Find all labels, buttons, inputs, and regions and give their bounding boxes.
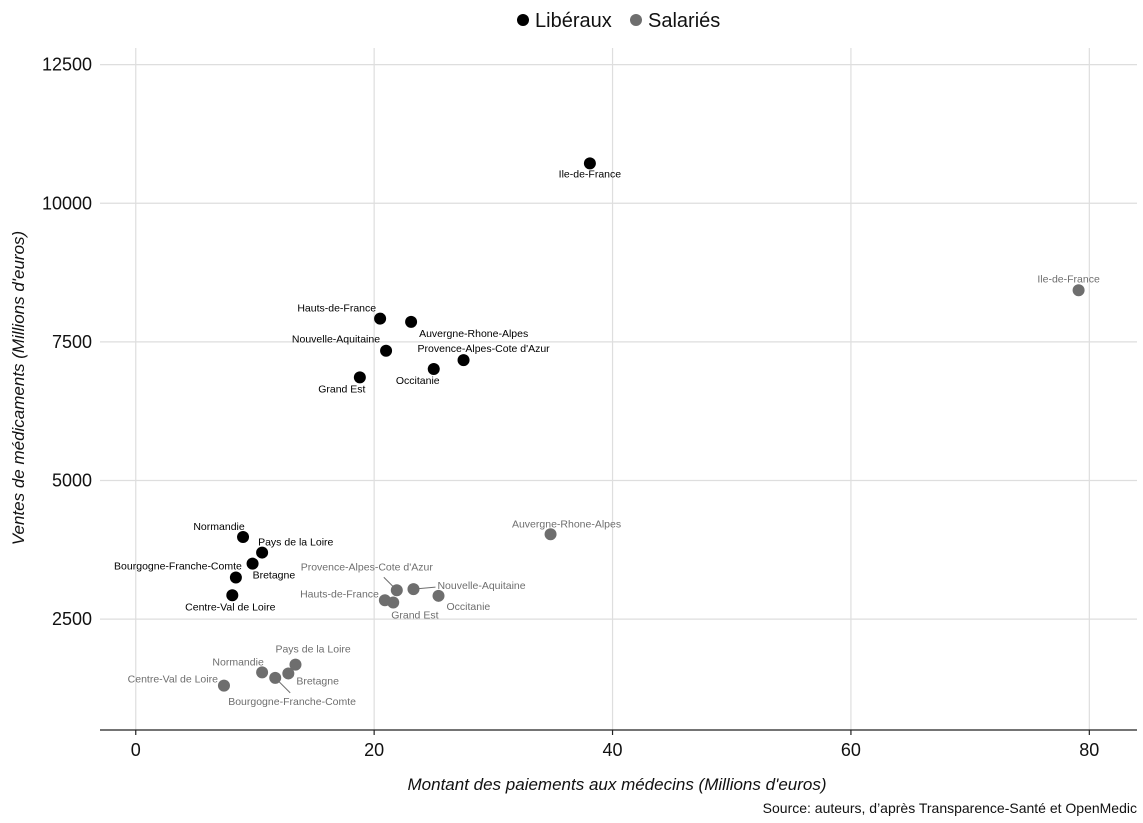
point-liberaux-occitanie (427, 363, 440, 376)
point-label-pays-de-la-loire: Pays de la Loire (275, 644, 350, 656)
point-labels: Ile-de-France Hauts-de-France Auvergne-Rho… (114, 168, 1100, 708)
x-tick-label: 40 (603, 740, 623, 760)
point-liberaux-bourgogne-franche-comte (229, 571, 242, 584)
legend: Libéraux Salariés (517, 10, 720, 32)
point-liberaux-centre-val-de-loire (226, 589, 239, 602)
point-salaries-grand-est (387, 596, 400, 609)
point-label-hauts-de-france: Hauts-de-France (297, 303, 376, 315)
point-label-ile-de-france: Ile-de-France (1037, 273, 1100, 285)
legend-label-liberaux: Libéraux (535, 10, 612, 32)
y-tick-label: 12500 (42, 55, 92, 75)
point-salaries-centre-val-de-loire (217, 679, 230, 692)
point-label-grand-est: Grand Est (318, 383, 365, 395)
point-liberaux-grand-est (353, 371, 366, 384)
point-label-bourgogne-franche-comte: Bourgogne-Franche-Comte (114, 561, 242, 573)
point-label-hauts-de-france: Hauts-de-France (300, 588, 379, 600)
point-salaries-nouvelle-aquitaine (407, 583, 420, 596)
point-label-nouvelle-aquitaine: Nouvelle-Aquitaine (292, 334, 380, 346)
x-axis-title: Montant des paiements aux médecins (Mill… (408, 775, 827, 794)
point-label-bretagne: Bretagne (296, 675, 339, 687)
x-tick-label: 20 (364, 740, 384, 760)
point-liberaux-ile-de-france (583, 157, 596, 170)
legend-marker-liberaux (517, 14, 529, 26)
point-salaries-bretagne (282, 667, 295, 680)
x-tick-label: 80 (1079, 740, 1099, 760)
point-liberaux-pays-de-la-loire (256, 546, 269, 559)
point-salaries-provence-alpes-cote-d-azur (390, 584, 403, 597)
y-tick-label: 2500 (52, 609, 92, 629)
legend-label-salaries: Salariés (648, 10, 720, 32)
point-liberaux-hauts-de-france (374, 312, 387, 325)
y-axis-title: Ventes de médicaments (Millions d'euros) (9, 231, 28, 545)
grid (100, 48, 1137, 730)
axes: 0 20 40 60 80 2500 5000 7500 10000 12500 (42, 55, 1137, 760)
point-label-occitanie: Occitanie (396, 375, 440, 387)
point-label-auvergne-rhone-alpes: Auvergne-Rhone-Alpes (512, 518, 621, 530)
point-salaries-ile-de-france (1072, 284, 1085, 297)
source-note: Source: auteurs, d’après Transparence-Sa… (763, 800, 1137, 816)
x-tick-label: 0 (131, 740, 141, 760)
point-salaries-bourgogne-franche-comte (269, 671, 282, 684)
point-label-occitanie: Occitanie (447, 601, 491, 613)
x-tick-label: 60 (841, 740, 861, 760)
point-label-centre-val-de-loire: Centre-Val de Loire (128, 674, 218, 686)
data-points (217, 157, 1085, 692)
point-label-ile-de-france: Ile-de-France (559, 168, 622, 180)
point-liberaux-bretagne (246, 557, 259, 570)
point-liberaux-auvergne-rhone-alpes (405, 315, 418, 328)
point-salaries-auvergne-rhone-alpes (544, 528, 557, 541)
y-tick-label: 5000 (52, 470, 92, 490)
point-label-normandie: Normandie (212, 656, 264, 668)
point-liberaux-nouvelle-aquitaine (380, 344, 393, 357)
legend-marker-salaries (630, 14, 642, 26)
point-label-grand-est: Grand Est (391, 609, 438, 621)
point-liberaux-provence-alpes-cote-d-azur (457, 354, 470, 367)
point-label-normandie: Normandie (193, 521, 245, 533)
point-liberaux-normandie (237, 531, 250, 544)
point-label-provence-alpes-cote-d-azur: Provence-Alpes-Cote d'Azur (301, 561, 434, 573)
point-label-auvergne-rhone-alpes: Auvergne-Rhone-Alpes (419, 328, 528, 340)
point-label-provence-alpes-cote-d-azur: Provence-Alpes-Cote d'Azur (418, 343, 551, 355)
point-label-bretagne: Bretagne (253, 570, 296, 582)
point-label-bourgogne-franche-comte: Bourgogne-Franche-Comte (228, 696, 356, 708)
point-salaries-occitanie (432, 589, 445, 602)
y-tick-label: 10000 (42, 193, 92, 213)
point-label-centre-val-de-loire: Centre-Val de Loire (185, 601, 275, 613)
point-label-pays-de-la-loire: Pays de la Loire (258, 537, 333, 549)
point-label-nouvelle-aquitaine: Nouvelle-Aquitaine (437, 580, 525, 592)
y-tick-label: 7500 (52, 332, 92, 352)
point-salaries-pays-de-la-loire (289, 658, 302, 671)
point-salaries-normandie (256, 666, 269, 679)
